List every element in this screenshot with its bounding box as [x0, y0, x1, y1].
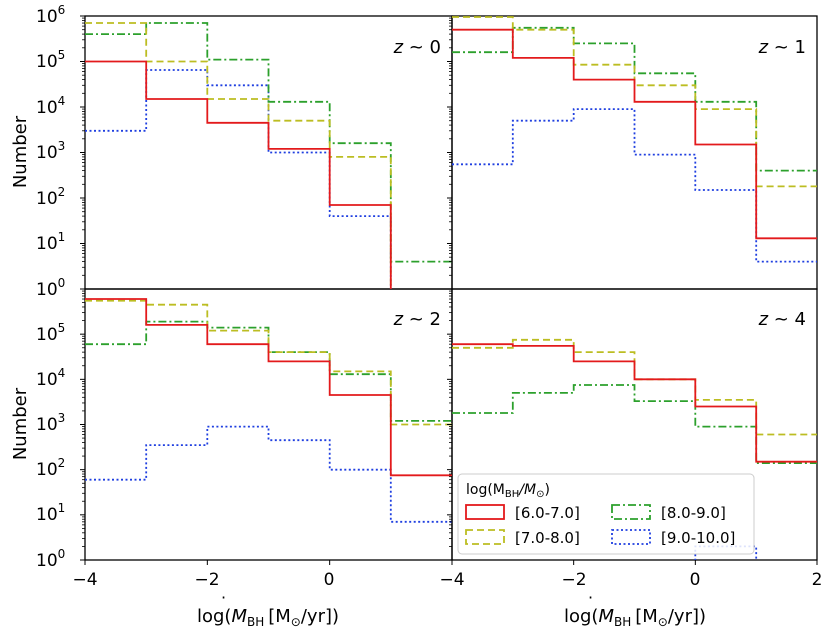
panel-z4-series-m6	[452, 343, 817, 463]
legend-swatch-m9	[611, 529, 651, 545]
x-tick-right-m2: −2	[561, 570, 586, 590]
y-tick-bottom-1e2: 102	[36, 456, 65, 480]
legend-label-m9: [9.0-10.0]	[661, 529, 735, 547]
panel-z1-series	[452, 16, 817, 263]
y-tick-bottom-1e4: 104	[36, 366, 65, 390]
x-tick-right-m4: −4	[439, 570, 464, 590]
panel-z4-series-m9	[694, 545, 758, 560]
panel-z4-series-m8	[452, 384, 817, 464]
panel-z2-series-m7	[85, 299, 452, 426]
panel-z2-series	[85, 298, 452, 523]
y-tick-top-1e4: 104	[36, 94, 65, 118]
y-tick-labels-bottom: 105 104 103 102 101 100	[36, 321, 65, 571]
panel-z0-series	[85, 22, 452, 289]
x-tick-left-m4: −4	[72, 570, 97, 590]
y-tick-top-1e0: 100	[36, 276, 65, 300]
panel-z2-series-m6	[85, 298, 452, 477]
x-axis-title-left: log(MBH [M⊙/yr])	[197, 606, 339, 629]
y-tick-labels-top: 106 105 104 103 102 101 100	[36, 3, 65, 300]
panel-z1-series-m7	[452, 16, 817, 188]
x-tick-left-0: 0	[324, 570, 335, 590]
x-tick-right-0: 0	[690, 570, 701, 590]
panel-z2-series-m8	[85, 320, 452, 422]
panel-z0-series-m8	[85, 22, 452, 263]
legend-swatch-m7	[465, 529, 505, 545]
x-tick-labels: −4 −2 0 −4 −2 0 2	[72, 570, 822, 590]
legend: log(MBH/M⊙) [6.0-7.0] [7.0-8.0] [8.0-9.0…	[457, 473, 755, 555]
x-tick-left-m2: −2	[194, 570, 219, 590]
panel-label-z4: z ~ 4	[758, 309, 806, 330]
x-axis-title-right: log(MBH [M⊙/yr])	[564, 606, 706, 629]
panel-z2-series-m9	[85, 425, 452, 523]
y-axis-title-top: Number	[10, 115, 31, 188]
panel-z4-series	[452, 338, 817, 560]
y-tick-top-1e2: 102	[36, 185, 65, 209]
y-tick-bottom-1e5: 105	[36, 321, 65, 345]
legend-swatch-m8	[611, 504, 651, 520]
panel-label-z1: z ~ 1	[758, 37, 806, 58]
mdot-accent-right: ·	[588, 588, 593, 607]
y-tick-bottom-1e1: 101	[36, 501, 65, 525]
mdot-accent-left: ·	[221, 588, 226, 607]
y-axis-title-bottom: Number	[10, 387, 31, 460]
y-tick-bottom-1e3: 103	[36, 411, 65, 435]
y-tick-bottom-1e0: 100	[36, 547, 65, 571]
y-tick-top-1e3: 103	[36, 139, 65, 163]
panel-z1-series-m6	[452, 28, 817, 240]
y-tick-top-1e6: 106	[36, 3, 65, 27]
legend-swatch-m6	[465, 504, 505, 520]
legend-label-m8: [8.0-9.0]	[661, 504, 726, 522]
legend-title: log(MBH/M⊙)	[466, 482, 550, 500]
legend-frame	[457, 473, 755, 555]
panel-label-z2: z ~ 2	[393, 309, 441, 330]
y-tick-top-1e1: 101	[36, 230, 65, 254]
x-tick-right-2: 2	[812, 570, 823, 590]
y-tick-top-1e5: 105	[36, 48, 65, 72]
panel-z0-series-m6	[85, 60, 392, 289]
axis-ticks	[80, 15, 818, 565]
panel-label-z0: z ~ 0	[393, 37, 441, 58]
panel-z0-series-m7	[85, 22, 392, 289]
legend-label-m6: [6.0-7.0]	[515, 504, 580, 522]
legend-label-m7: [7.0-8.0]	[515, 529, 580, 547]
